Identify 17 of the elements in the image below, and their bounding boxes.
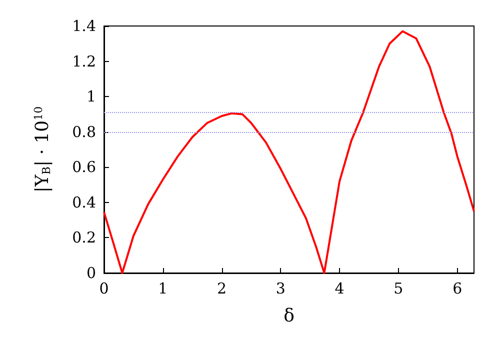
x-tick-label: 1 [158,280,168,298]
y-tick-label: 0.8 [72,122,96,141]
y-tick-label: 1 [86,88,96,106]
x-tick-label: 4 [334,280,344,298]
y-tick-label: 0 [86,264,96,282]
x-tick-label: 3 [276,280,286,298]
y-tick-label: 0.2 [72,228,96,247]
x-axis-title: δ [284,306,294,326]
x-tick-label: 0 [99,280,109,298]
x-tick-label: 2 [217,280,227,298]
y-tick-label: 0.4 [72,193,96,212]
y-tick-label: 1.2 [72,52,96,70]
x-tick-label: 6 [452,280,462,298]
y-tick-label: 1.4 [72,17,96,35]
y-tick-label: 0.6 [72,158,96,176]
x-tick-label: 5 [394,280,404,298]
y-axis-title: |YB| · 1010 [32,106,53,193]
